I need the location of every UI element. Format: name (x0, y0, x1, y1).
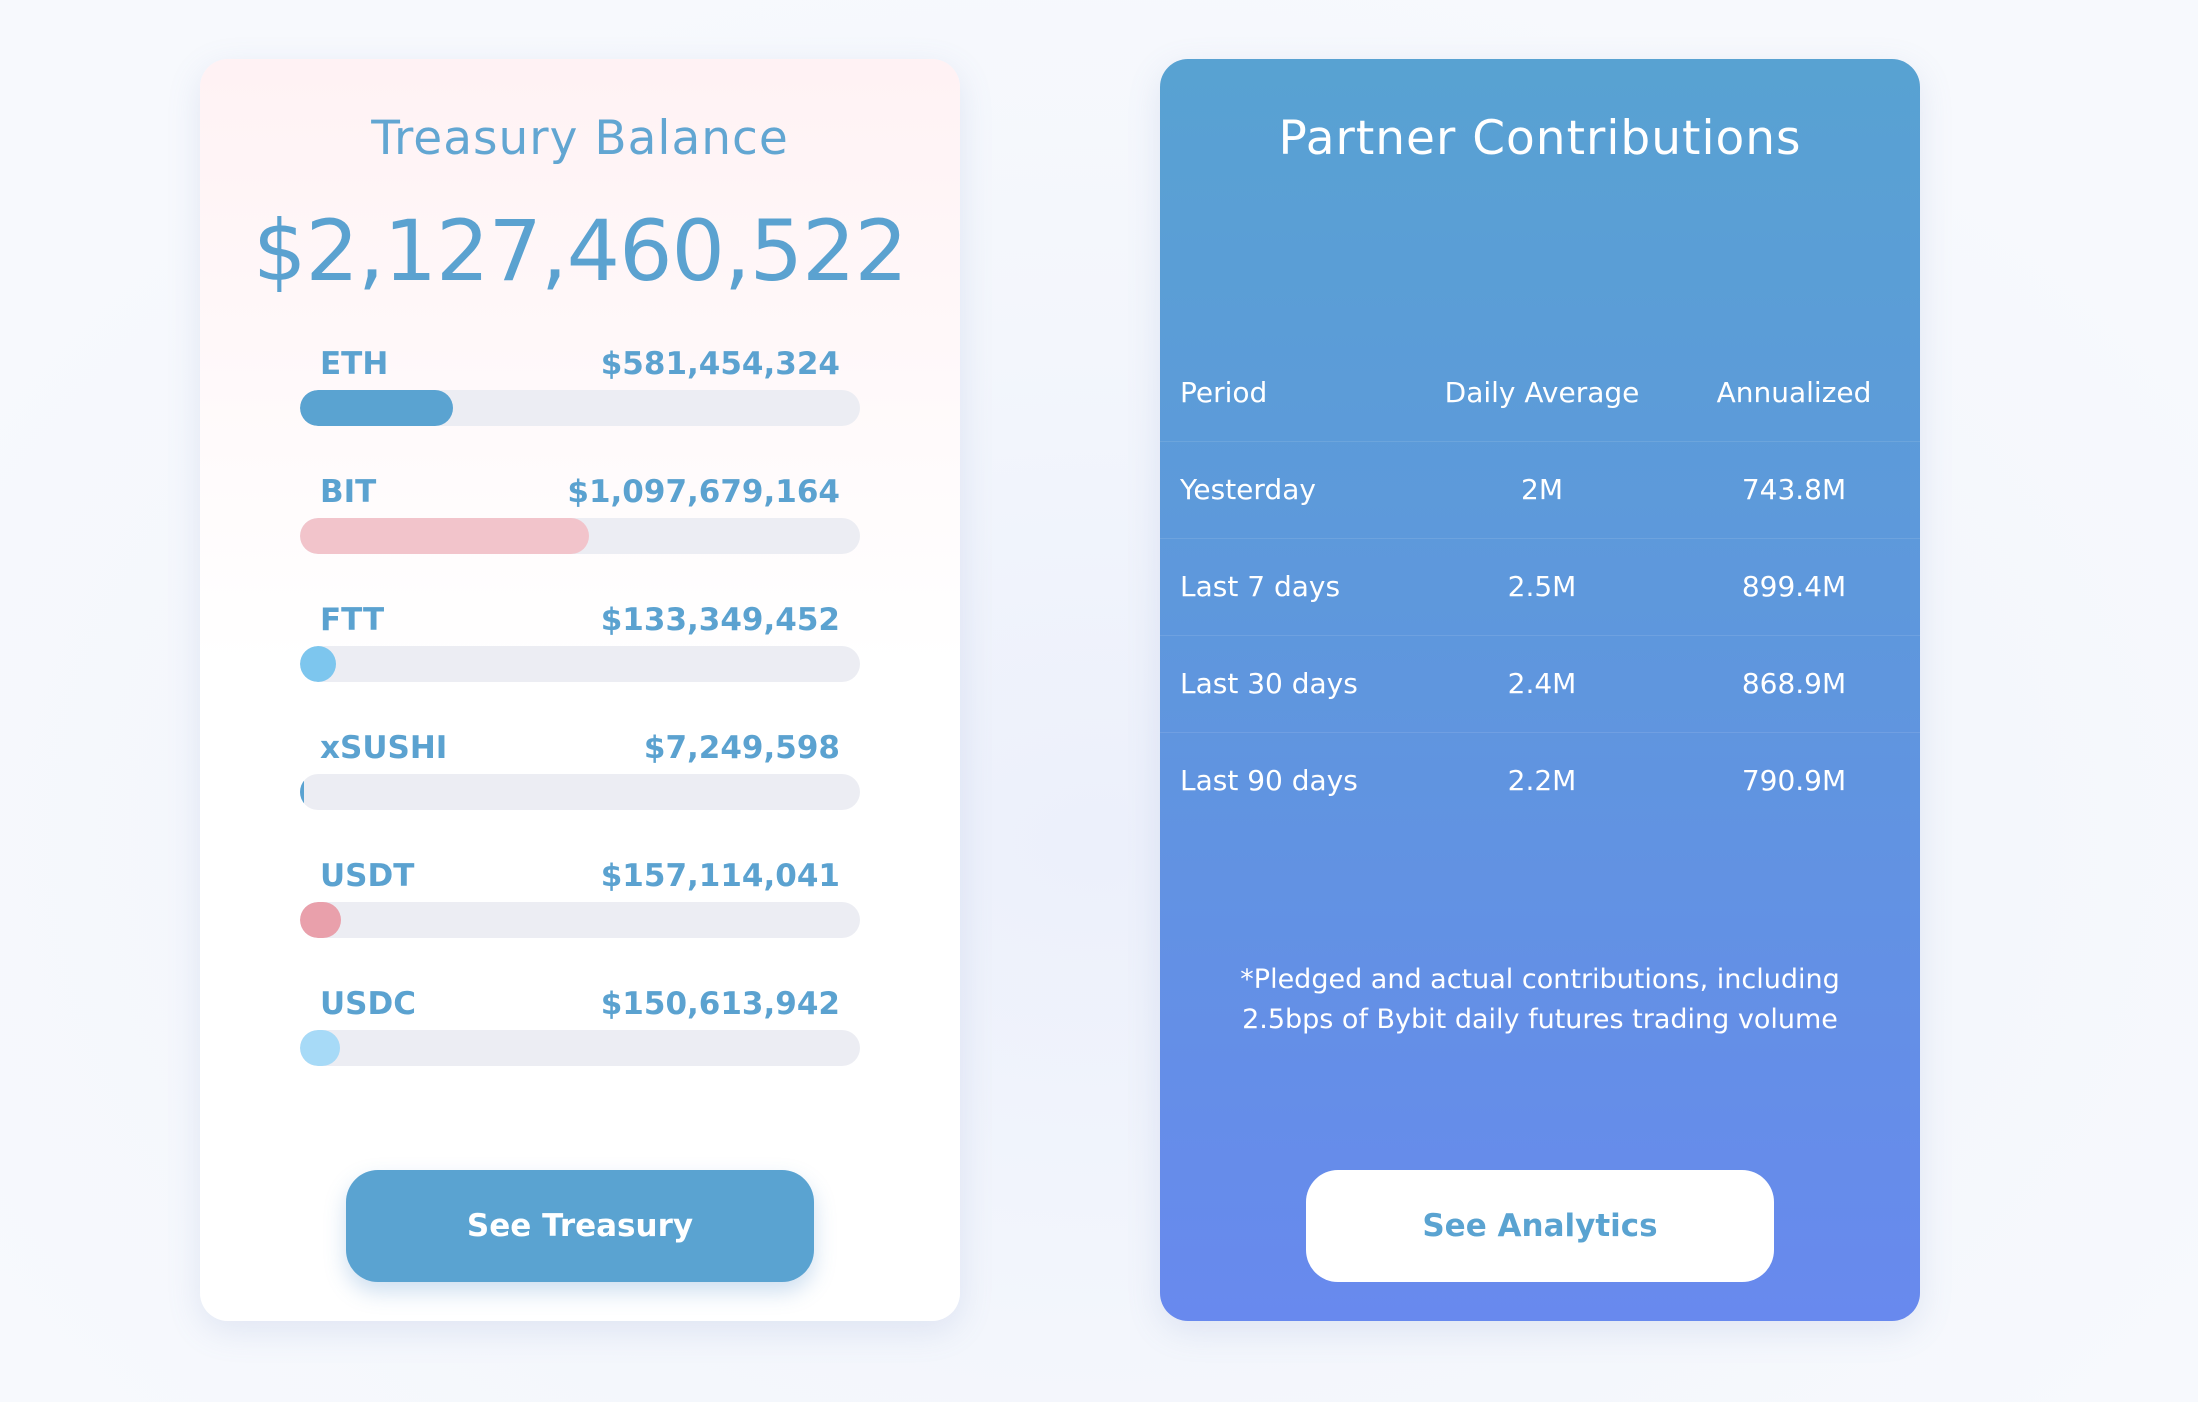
table-row: Yesterday 2M 743.8M (1160, 441, 1920, 538)
asset-share-bar-fill (300, 1030, 340, 1066)
asset-name: xSUSHI (320, 730, 448, 766)
treasury-balance-card: Treasury Balance $2,127,460,522 ETH $581… (200, 59, 960, 1321)
column-header-period: Period (1180, 376, 1268, 409)
asset-row-usdc: USDC $150,613,942 (300, 986, 860, 1076)
period-cell: Last 90 days (1180, 764, 1358, 797)
footnote-line: *Pledged and actual contributions, inclu… (1240, 964, 1840, 995)
contributions-table: Period Daily Average Annualized Yesterda… (1160, 345, 1920, 829)
asset-share-bar-fill (300, 902, 342, 938)
asset-share-bar (300, 390, 860, 426)
asset-name: USDC (320, 986, 416, 1022)
see-treasury-button[interactable]: See Treasury (346, 1170, 814, 1282)
table-header-row: Period Daily Average Annualized (1160, 345, 1920, 441)
asset-row-eth: ETH $581,454,324 (300, 346, 860, 436)
annualized-cell: 790.9M (1741, 764, 1847, 797)
contributions-footnote: *Pledged and actual contributions, inclu… (1160, 960, 1920, 1040)
asset-name: BIT (320, 474, 377, 510)
asset-share-bar-fill (300, 390, 453, 426)
daily-average-cell: 2M (1521, 473, 1563, 506)
asset-value: $150,613,942 (600, 986, 840, 1022)
column-header-annualized: Annualized (1716, 376, 1872, 409)
asset-value: $581,454,324 (600, 346, 840, 382)
asset-share-bar-fill (300, 646, 336, 682)
annualized-cell: 743.8M (1741, 473, 1847, 506)
asset-share-bar (300, 774, 860, 810)
asset-value: $1,097,679,164 (567, 474, 840, 510)
footnote-line: 2.5bps of Bybit daily futures trading vo… (1242, 1004, 1838, 1035)
asset-name: FTT (320, 602, 385, 638)
asset-share-bar (300, 1030, 860, 1066)
asset-share-bar (300, 518, 860, 554)
asset-share-bar (300, 646, 860, 682)
annualized-cell: 899.4M (1741, 570, 1847, 603)
period-cell: Last 7 days (1180, 570, 1341, 603)
asset-name: USDT (320, 858, 415, 894)
period-cell: Yesterday (1180, 473, 1316, 506)
asset-value: $157,114,041 (600, 858, 840, 894)
asset-row-ftt: FTT $133,349,452 (300, 602, 860, 692)
treasury-title: Treasury Balance (371, 111, 789, 166)
table-row: Last 30 days 2.4M 868.9M (1160, 635, 1920, 732)
asset-value: $133,349,452 (600, 602, 840, 638)
annualized-cell: 868.9M (1741, 667, 1847, 700)
asset-name: ETH (320, 346, 389, 382)
column-header-daily-average: Daily Average (1444, 376, 1640, 409)
table-row: Last 90 days 2.2M 790.9M (1160, 732, 1920, 829)
asset-share-bar (300, 902, 860, 938)
treasury-total-balance: $2,127,460,522 (253, 202, 908, 300)
asset-row-xsushi: xSUSHI $7,249,598 (300, 730, 860, 820)
daily-average-cell: 2.5M (1507, 570, 1577, 603)
see-analytics-button[interactable]: See Analytics (1306, 1170, 1774, 1282)
asset-share-bar-fill (300, 774, 304, 810)
daily-average-cell: 2.2M (1507, 764, 1577, 797)
daily-average-cell: 2.4M (1507, 667, 1577, 700)
asset-value: $7,249,598 (643, 730, 840, 766)
asset-share-bar-fill (300, 518, 589, 554)
period-cell: Last 30 days (1180, 667, 1358, 700)
asset-row-bit: BIT $1,097,679,164 (300, 474, 860, 564)
partner-contributions-card: Partner Contributions Period Daily Avera… (1160, 59, 1920, 1321)
asset-row-usdt: USDT $157,114,041 (300, 858, 860, 948)
partner-title: Partner Contributions (1278, 111, 1802, 166)
table-row: Last 7 days 2.5M 899.4M (1160, 538, 1920, 635)
